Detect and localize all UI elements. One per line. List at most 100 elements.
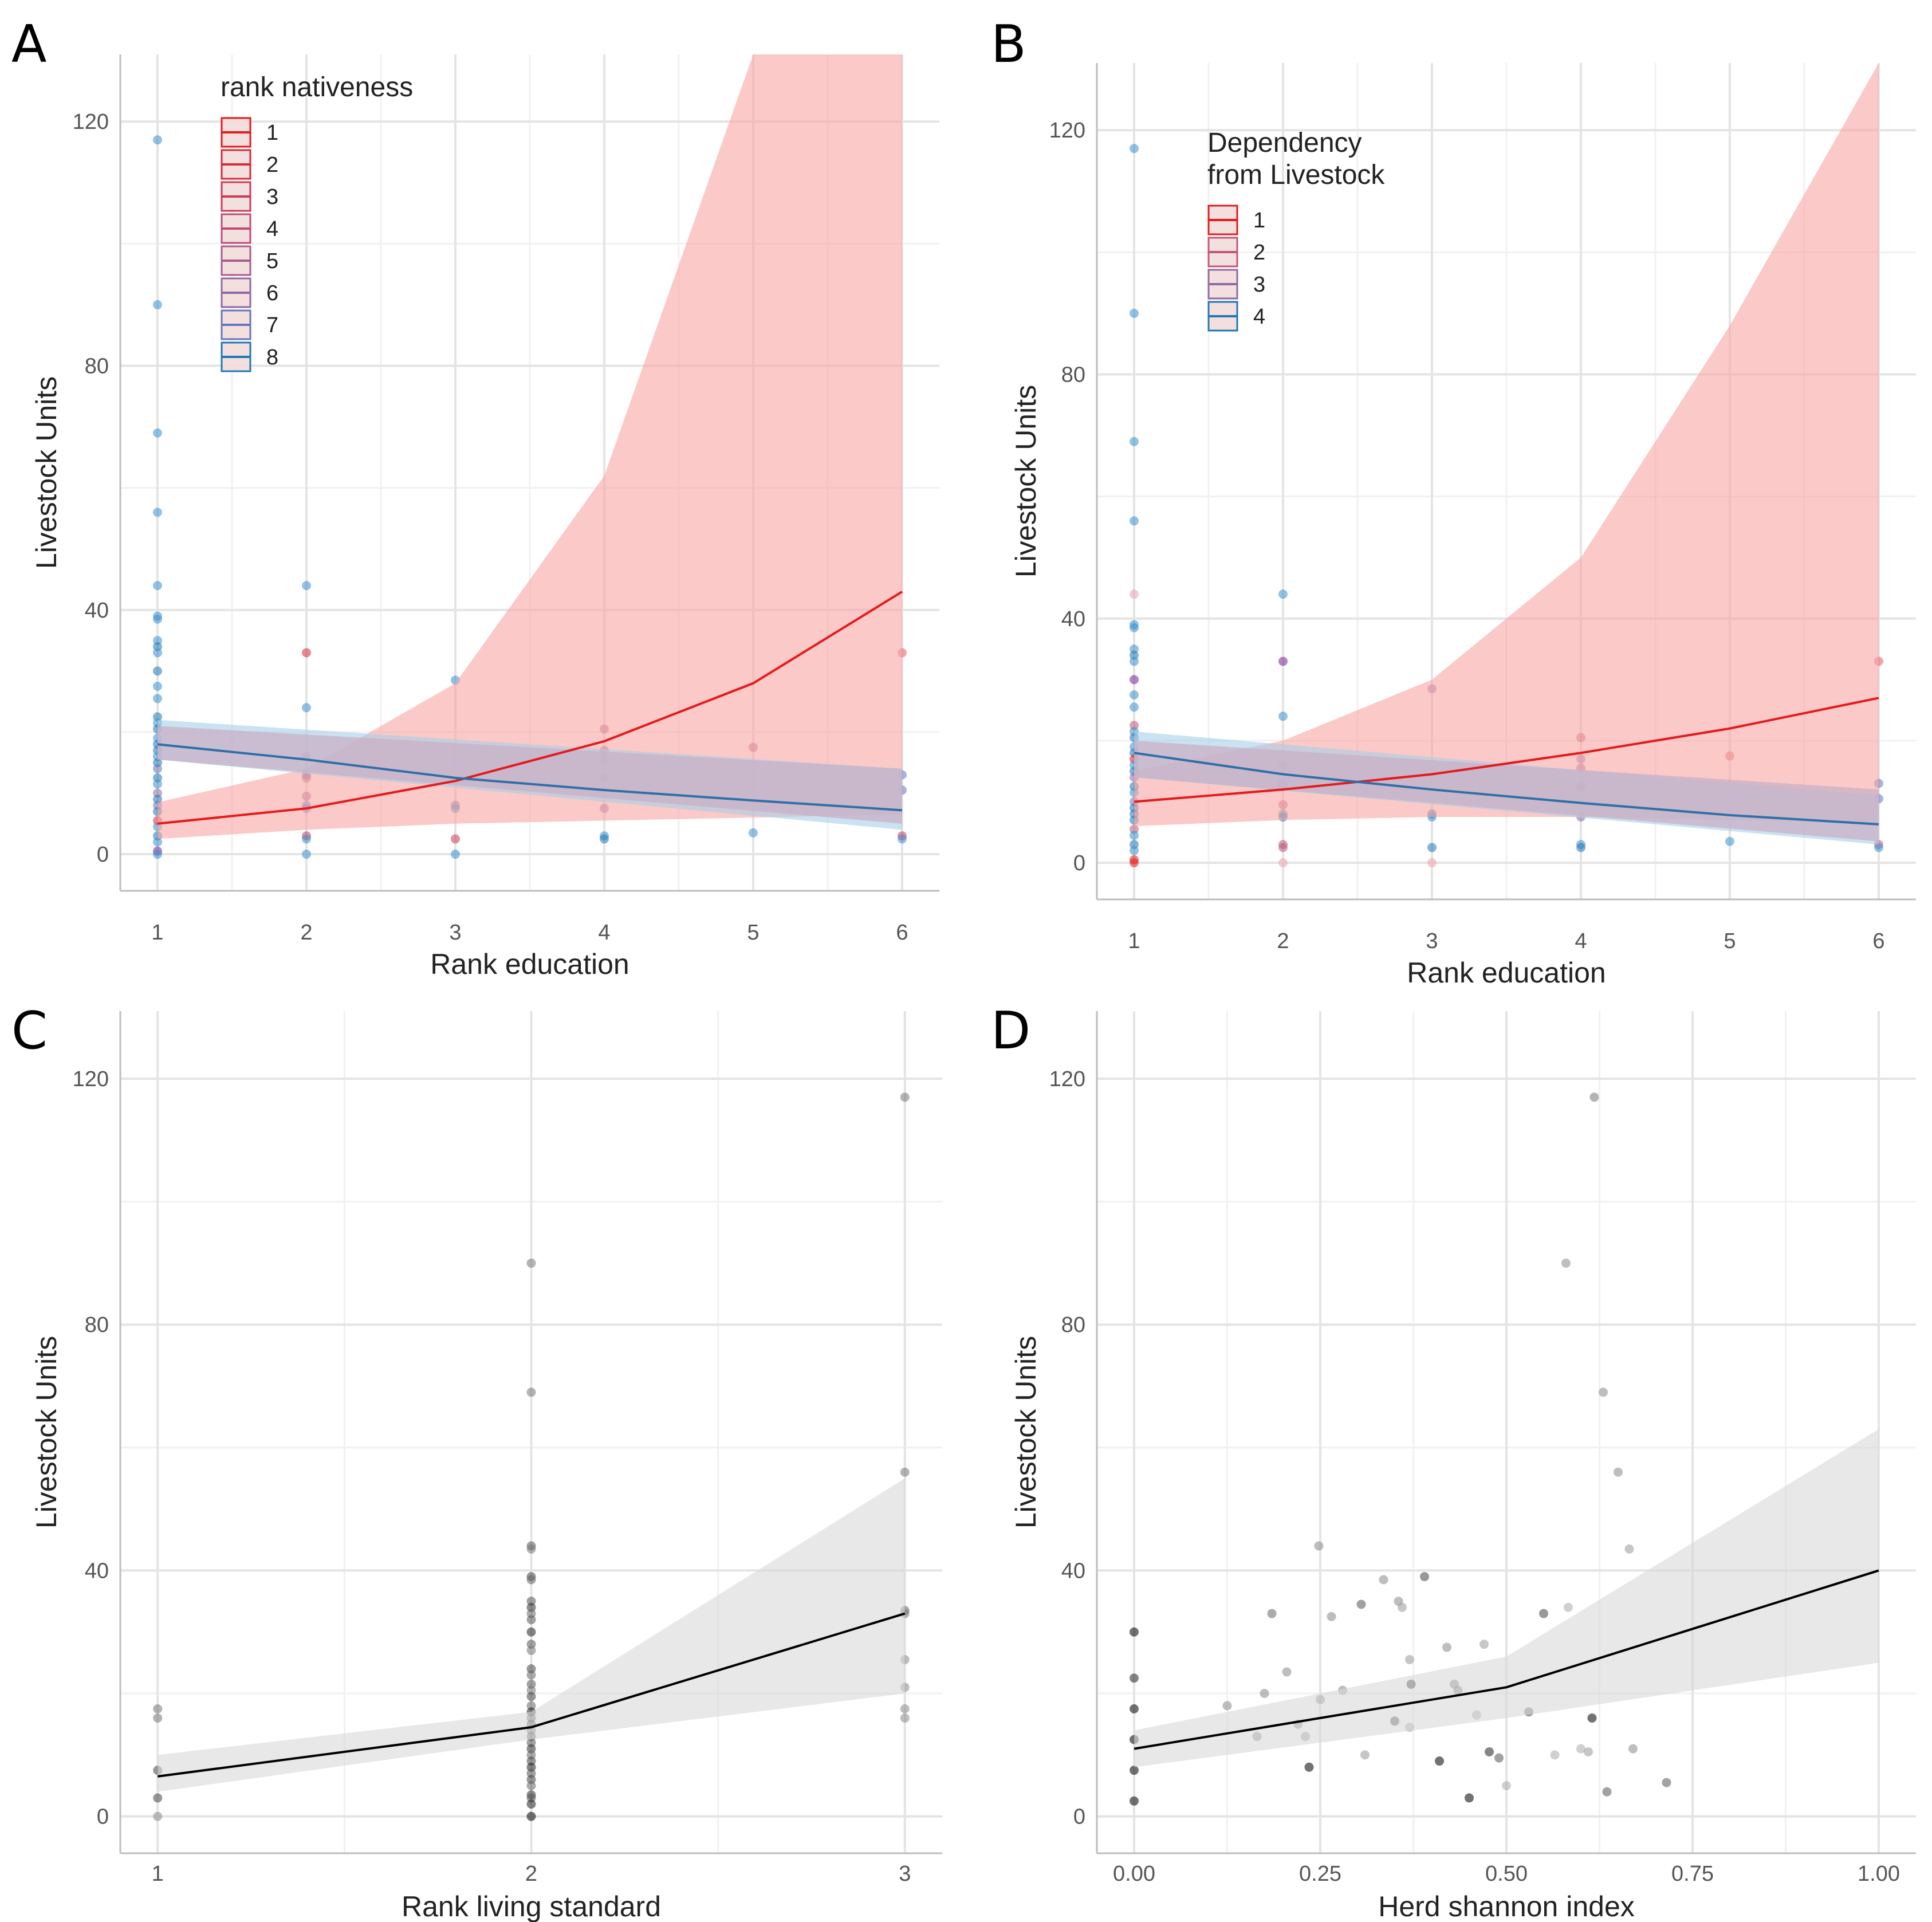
y-tick-label: 40 xyxy=(1061,607,1085,631)
x-tick-label: 2 xyxy=(525,1862,537,1886)
data-point xyxy=(1304,1762,1314,1772)
data-point xyxy=(302,850,311,859)
y-tick-label: 40 xyxy=(85,1559,109,1583)
x-tick-label: 6 xyxy=(896,921,908,945)
data-point xyxy=(1561,1258,1571,1268)
legend-label: 3 xyxy=(266,185,278,209)
x-tick-label: 0.00 xyxy=(1113,1862,1155,1886)
data-point xyxy=(302,834,311,844)
data-point xyxy=(1130,516,1139,526)
data-point xyxy=(1130,1766,1139,1775)
x-tick-label: 0.50 xyxy=(1485,1862,1528,1886)
x-tick-label: 1 xyxy=(151,921,163,945)
data-point xyxy=(1130,1704,1139,1713)
legend-label: 4 xyxy=(1253,305,1265,329)
x-tick-label: 3 xyxy=(449,921,461,945)
data-point xyxy=(1130,690,1139,699)
data-point xyxy=(1576,1744,1585,1754)
data-point xyxy=(1327,1612,1336,1621)
confidence-band-1 xyxy=(1134,63,1879,827)
data-point xyxy=(526,1811,536,1821)
data-point xyxy=(526,1627,536,1637)
data-point xyxy=(1485,1747,1494,1756)
legend-label: 4 xyxy=(266,217,278,241)
data-point xyxy=(1130,1796,1139,1806)
y-tick-label: 0 xyxy=(1073,851,1085,875)
data-point xyxy=(600,834,609,844)
data-point xyxy=(153,681,162,691)
data-point xyxy=(1267,1609,1277,1618)
data-point xyxy=(1130,846,1139,855)
x-axis-title: Herd shannon index xyxy=(1378,1890,1635,1922)
x-tick-label: 3 xyxy=(899,1862,911,1886)
panel-letter-d: D xyxy=(991,1001,1030,1061)
data-point xyxy=(526,1575,536,1585)
data-point xyxy=(302,703,311,713)
data-point xyxy=(1130,589,1139,599)
data-point xyxy=(153,764,162,773)
confidence-band-fit xyxy=(1134,1429,1879,1767)
y-tick-label: 120 xyxy=(1049,119,1085,143)
legend-title: Dependency xyxy=(1207,128,1362,158)
legend-label: 1 xyxy=(1253,209,1265,233)
data-point xyxy=(153,428,162,438)
fit-line-8 xyxy=(157,743,903,812)
data-point xyxy=(1420,1572,1429,1582)
data-point xyxy=(1130,858,1139,868)
data-point xyxy=(1222,1701,1232,1711)
data-point xyxy=(526,1258,536,1268)
data-point xyxy=(153,1793,163,1803)
data-point xyxy=(153,614,162,624)
fit-line-4 xyxy=(1134,752,1879,826)
x-tick-label: 0.25 xyxy=(1299,1862,1341,1886)
legend-label: 8 xyxy=(266,345,278,370)
data-point xyxy=(451,850,460,859)
data-point xyxy=(153,581,162,591)
legend-title: rank nativeness xyxy=(221,72,413,103)
y-tick-label: 120 xyxy=(73,1067,109,1091)
data-point xyxy=(1442,1642,1451,1652)
data-point xyxy=(526,1388,536,1397)
panel-b: 1 2 3 4 5 6 0 40 80 120 Rank education Livestock Un… xyxy=(1010,63,1916,989)
data-point xyxy=(1379,1575,1388,1585)
data-point xyxy=(1356,1599,1366,1609)
confidence-band-overlap xyxy=(1134,740,1879,842)
data-point xyxy=(1550,1750,1560,1760)
x-tick-label: 1 xyxy=(1128,929,1140,953)
data-point xyxy=(153,300,162,309)
fit-line-1 xyxy=(157,591,903,825)
x-axis-title: Rank education xyxy=(430,948,629,980)
y-tick-label: 120 xyxy=(73,110,109,134)
data-point xyxy=(1278,843,1288,852)
x-tick-label: 5 xyxy=(1724,929,1736,953)
data-point xyxy=(153,850,162,859)
data-point xyxy=(1584,1747,1593,1756)
y-tick-label: 80 xyxy=(85,355,109,379)
data-point xyxy=(1614,1467,1623,1477)
data-point xyxy=(153,508,162,517)
y-tick-label: 0 xyxy=(97,843,109,867)
x-tick-label: 0.75 xyxy=(1671,1862,1714,1886)
y-tick-label: 80 xyxy=(1061,1313,1085,1337)
x-axis-title: Rank living standard xyxy=(402,1890,661,1922)
data-point xyxy=(153,666,162,676)
data-point xyxy=(1587,1713,1597,1723)
data-point xyxy=(900,1704,910,1713)
panel-d: 0.00 0.25 0.50 0.75 1.00 0 40 80 120 Herd shannon… xyxy=(1010,1011,1916,1922)
y-tick-label: 40 xyxy=(85,599,109,623)
data-point xyxy=(1602,1787,1612,1797)
data-point xyxy=(1502,1780,1511,1790)
y-axis-title: Livestock Units xyxy=(1010,385,1042,577)
legend-label: 6 xyxy=(266,281,278,305)
data-point xyxy=(153,1704,163,1713)
data-point xyxy=(1130,144,1139,154)
data-point xyxy=(1130,1627,1139,1637)
data-point xyxy=(1725,836,1734,846)
data-point xyxy=(1480,1640,1489,1649)
y-tick-label: 0 xyxy=(97,1805,109,1829)
data-point xyxy=(153,1811,163,1821)
x-tick-label: 1 xyxy=(152,1862,164,1886)
data-point xyxy=(1874,843,1883,852)
